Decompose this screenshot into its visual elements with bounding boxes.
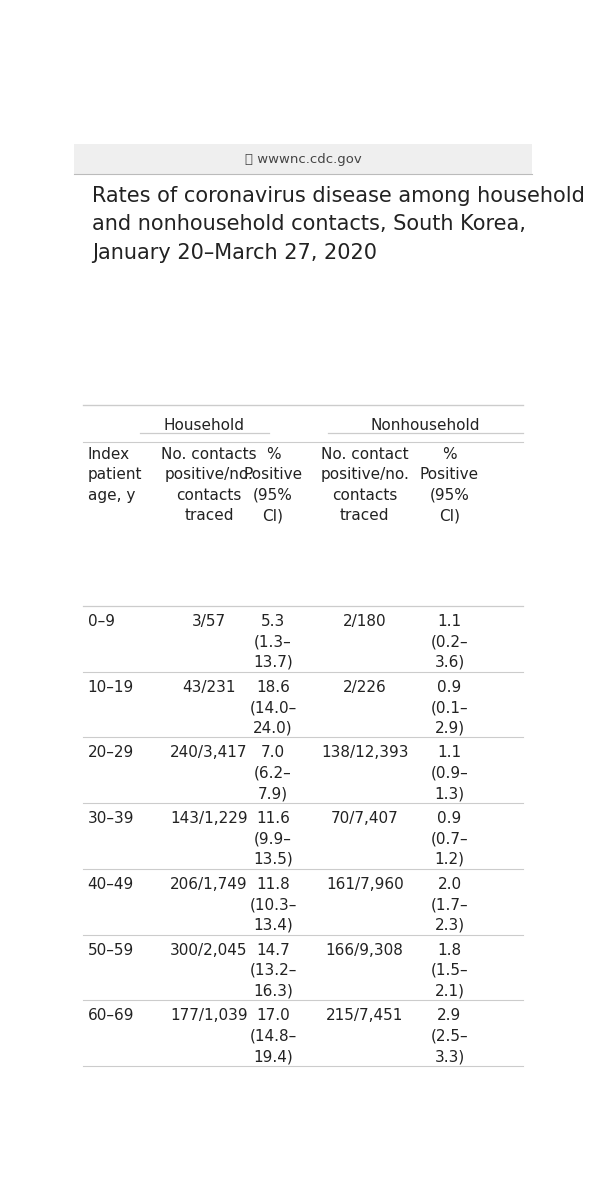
Text: 0–9: 0–9 bbox=[87, 614, 115, 629]
Text: 43/231: 43/231 bbox=[182, 679, 236, 695]
Text: %
Positive
(95%
CI): % Positive (95% CI) bbox=[243, 448, 303, 523]
Text: 5.3
(1.3–
13.7): 5.3 (1.3– 13.7) bbox=[253, 614, 293, 670]
Text: 7.0
(6.2–
7.9): 7.0 (6.2– 7.9) bbox=[254, 745, 292, 802]
Text: 161/7,960: 161/7,960 bbox=[326, 877, 404, 892]
Text: 20–29: 20–29 bbox=[87, 745, 134, 761]
Text: %
Positive
(95%
CI): % Positive (95% CI) bbox=[420, 448, 479, 523]
Text: 206/1,749: 206/1,749 bbox=[170, 877, 248, 892]
Text: 300/2,045: 300/2,045 bbox=[170, 942, 248, 958]
Text: 17.0
(14.8–
19.4): 17.0 (14.8– 19.4) bbox=[249, 1008, 297, 1064]
Text: 2/226: 2/226 bbox=[343, 679, 387, 695]
Text: 0.9
(0.7–
1.2): 0.9 (0.7– 1.2) bbox=[431, 811, 468, 866]
FancyBboxPatch shape bbox=[74, 144, 532, 174]
Text: 1.1
(0.2–
3.6): 1.1 (0.2– 3.6) bbox=[431, 614, 468, 670]
Text: 🔒 wwwnc.cdc.gov: 🔒 wwwnc.cdc.gov bbox=[245, 152, 361, 166]
Text: 2.0
(1.7–
2.3): 2.0 (1.7– 2.3) bbox=[431, 877, 468, 932]
Text: Household: Household bbox=[164, 418, 245, 432]
Text: 70/7,407: 70/7,407 bbox=[331, 811, 398, 826]
Text: 10–19: 10–19 bbox=[87, 679, 134, 695]
Text: 240/3,417: 240/3,417 bbox=[170, 745, 248, 761]
Text: 40–49: 40–49 bbox=[87, 877, 134, 892]
Text: 30–39: 30–39 bbox=[87, 811, 134, 826]
Text: 138/12,393: 138/12,393 bbox=[321, 745, 408, 761]
Text: Nonhousehold: Nonhousehold bbox=[371, 418, 480, 432]
Text: Rates of coronavirus disease among household
and nonhousehold contacts, South Ko: Rates of coronavirus disease among house… bbox=[92, 186, 585, 263]
Text: 11.8
(10.3–
13.4): 11.8 (10.3– 13.4) bbox=[249, 877, 297, 932]
Text: 3/57: 3/57 bbox=[192, 614, 226, 629]
Text: 1.8
(1.5–
2.1): 1.8 (1.5– 2.1) bbox=[431, 942, 468, 998]
Text: 2.9
(2.5–
3.3): 2.9 (2.5– 3.3) bbox=[431, 1008, 468, 1064]
Text: 14.7
(13.2–
16.3): 14.7 (13.2– 16.3) bbox=[249, 942, 297, 998]
Text: Index
patient
age, y: Index patient age, y bbox=[87, 448, 142, 503]
Text: 0.9
(0.1–
2.9): 0.9 (0.1– 2.9) bbox=[431, 679, 468, 736]
Text: 2/180: 2/180 bbox=[343, 614, 387, 629]
Text: 60–69: 60–69 bbox=[87, 1008, 134, 1024]
Text: 18.6
(14.0–
24.0): 18.6 (14.0– 24.0) bbox=[249, 679, 297, 736]
Text: 215/7,451: 215/7,451 bbox=[326, 1008, 404, 1024]
Text: 11.6
(9.9–
13.5): 11.6 (9.9– 13.5) bbox=[253, 811, 293, 866]
Text: No. contacts
positive/no.
contacts
traced: No. contacts positive/no. contacts trace… bbox=[161, 448, 257, 523]
Text: 1.1
(0.9–
1.3): 1.1 (0.9– 1.3) bbox=[431, 745, 468, 802]
Text: 166/9,308: 166/9,308 bbox=[326, 942, 404, 958]
Text: 177/1,039: 177/1,039 bbox=[170, 1008, 248, 1024]
Text: 143/1,229: 143/1,229 bbox=[170, 811, 248, 826]
Text: 50–59: 50–59 bbox=[87, 942, 134, 958]
Text: No. contact
positive/no.
contacts
traced: No. contact positive/no. contacts traced bbox=[320, 448, 409, 523]
